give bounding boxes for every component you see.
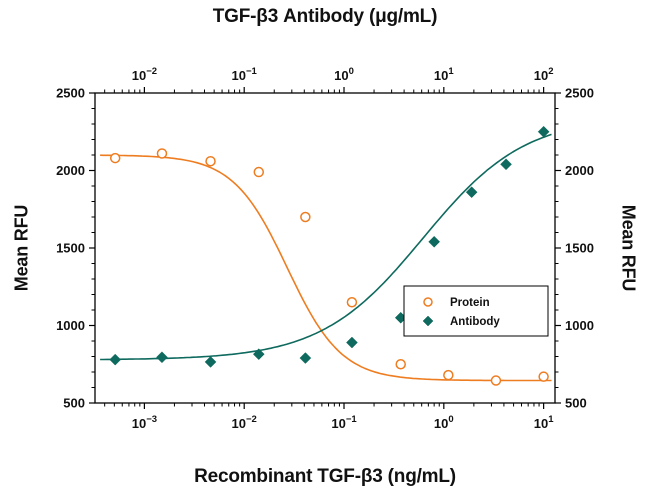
y-axis-tick-label-left: 500 <box>63 396 85 411</box>
data-point-protein <box>443 369 454 381</box>
top-axis-tick-label: 101 <box>434 66 454 83</box>
x-axis-tick-label: 101 <box>534 414 554 431</box>
y-axis-tick-label-left: 2000 <box>56 163 85 178</box>
legend-marker-antibody <box>422 315 434 327</box>
x-axis-tick-label: 10−1 <box>331 414 357 431</box>
data-point-antibody <box>252 348 265 361</box>
x-axis-tick-label: 100 <box>434 414 454 431</box>
x-axis-tick-label: 10−3 <box>132 414 157 431</box>
data-point-protein <box>253 166 265 178</box>
data-point-antibody <box>204 356 217 368</box>
data-point-protein <box>538 371 549 382</box>
top-axis-tick-label: 10−2 <box>132 66 157 83</box>
y-axis-tick-label-left: 2500 <box>56 86 85 101</box>
data-point-antibody <box>537 125 550 138</box>
data-point-protein <box>490 375 502 386</box>
x-axis-tick-label: 10−2 <box>232 414 257 431</box>
fit-curve-antibody <box>100 133 552 361</box>
y-axis-tick-label-right: 2500 <box>565 86 594 101</box>
y-axis-tick-label-right: 1000 <box>565 318 594 333</box>
y-axis-tick-label-right: 1500 <box>565 241 594 256</box>
data-point-antibody <box>156 351 168 364</box>
legend-box <box>403 285 549 337</box>
data-point-protein <box>346 297 358 308</box>
top-axis-tick-label: 100 <box>334 66 354 83</box>
data-point-protein <box>205 155 216 167</box>
y-axis-tick-label-left: 1500 <box>56 241 85 256</box>
bottom-axis-title: Recombinant TGF-β3 (ng/mL) <box>194 466 456 487</box>
data-point-antibody <box>299 352 312 364</box>
data-point-antibody <box>428 235 440 248</box>
data-point-antibody <box>465 186 478 199</box>
y-axis-tick-label-right: 500 <box>565 396 587 411</box>
y-axis-tick-label-left: 1000 <box>56 318 85 333</box>
data-point-protein <box>156 148 168 159</box>
legend-label-antibody: Antibody <box>450 316 500 328</box>
data-point-protein <box>395 359 406 370</box>
data-point-antibody <box>346 336 358 349</box>
data-point-protein <box>300 211 311 223</box>
top-axis-title: TGF-β3 Antibody (μg/mL) <box>212 6 438 27</box>
legend-marker-protein <box>423 297 433 307</box>
data-point-protein <box>109 152 121 164</box>
data-point-antibody <box>109 353 122 366</box>
y-axis-tick-label-right: 2000 <box>565 163 594 178</box>
top-axis-tick-label: 102 <box>534 66 554 83</box>
top-axis-tick-label: 10−1 <box>232 66 258 83</box>
fit-curve-protein <box>100 154 552 382</box>
data-point-antibody <box>500 158 512 171</box>
legend-label-protein: Protein <box>450 297 490 309</box>
